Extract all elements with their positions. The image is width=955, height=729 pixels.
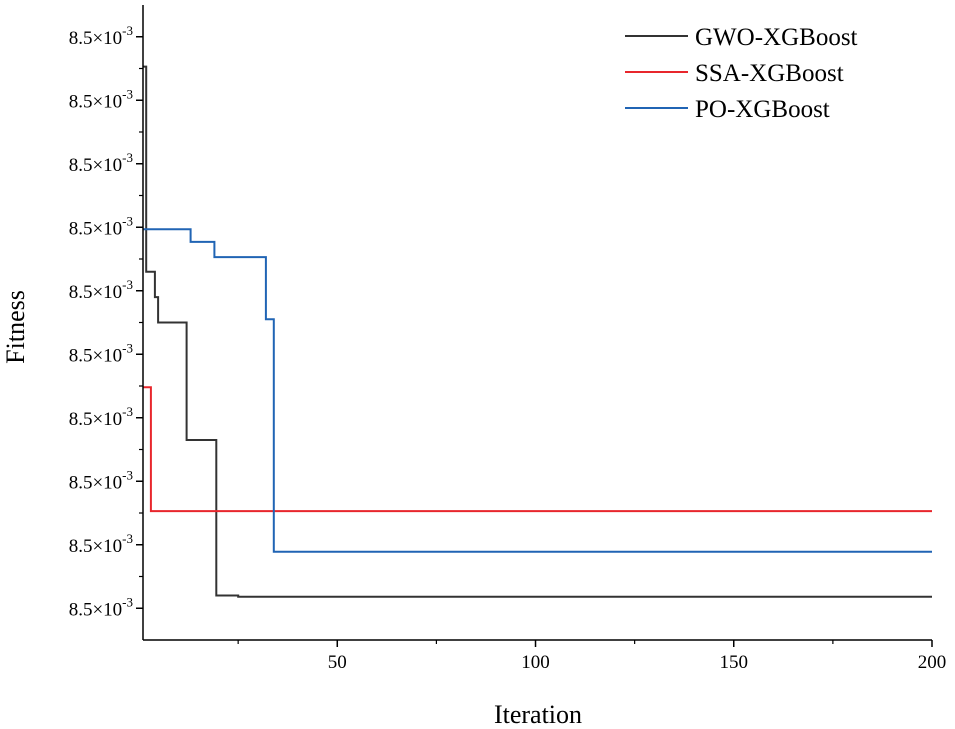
y-tick-label: 8.5×10-3 [69, 467, 133, 493]
legend-label-1: GWO-XGBoost [695, 24, 858, 51]
legend-label-2: SSA-XGBoost [695, 60, 844, 87]
legend-label-3: PO-XGBoost [695, 96, 830, 123]
series-line-2 [143, 386, 932, 513]
legend: GWO-XGBoost SSA-XGBoost PO-XGBoost [625, 24, 858, 123]
y-tick-label: 8.5×10-3 [69, 23, 133, 49]
x-tick-label: 200 [918, 652, 947, 673]
y-tick-label: 8.5×10-3 [69, 213, 133, 239]
y-tick-label: 8.5×10-3 [69, 404, 133, 430]
ticks-layer: 50 100 150 200 8.5×10-3 8.5×10-3 8.5×10-3 8.5×1… [69, 23, 947, 673]
series-line-3 [143, 228, 932, 553]
y-axis-title: Fitness [1, 290, 30, 364]
y-tick-label: 8.5×10-3 [69, 594, 133, 620]
y-tick-label: 8.5×10-3 [69, 277, 133, 303]
x-axis-title: Iteration [494, 700, 582, 729]
x-tick-label: 150 [720, 652, 749, 673]
y-tick-label: 8.5×10-3 [69, 150, 133, 176]
y-tick-label: 8.5×10-3 [69, 531, 133, 557]
series-layer [143, 65, 932, 598]
y-tick-label: 8.5×10-3 [69, 86, 133, 112]
x-tick-label: 100 [521, 652, 550, 673]
y-tick-label: 8.5×10-3 [69, 340, 133, 366]
series-line-1 [143, 65, 932, 598]
x-tick-label: 50 [328, 652, 347, 673]
